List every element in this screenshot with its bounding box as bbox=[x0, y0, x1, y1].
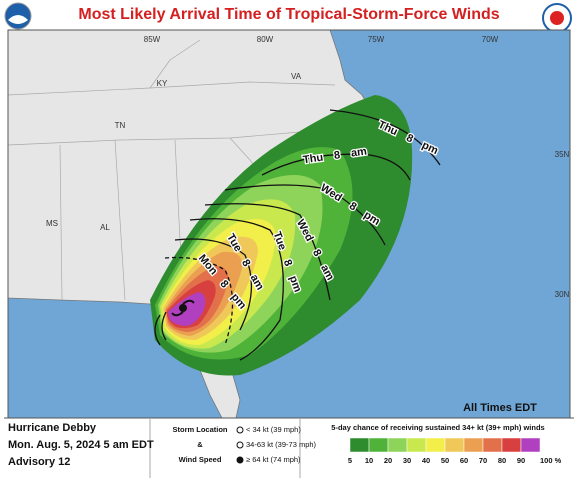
storm-symbol bbox=[171, 299, 195, 317]
longitude-label: 80W bbox=[257, 35, 274, 44]
state-label: KY bbox=[157, 79, 168, 88]
scale-swatch bbox=[520, 437, 541, 453]
state-label: TN bbox=[115, 121, 126, 130]
scale-label: 100 % bbox=[540, 456, 562, 465]
probability-shading bbox=[150, 95, 413, 376]
symbol-weak bbox=[236, 426, 244, 434]
latitude-label: 35N bbox=[555, 150, 570, 159]
symbol-label: ≥ 64 kt (74 mph) bbox=[246, 455, 301, 464]
scale-label: 5 bbox=[348, 456, 352, 465]
scale-swatch bbox=[482, 437, 503, 453]
storm-info: Mon. Aug. 5, 2024 5 am EDT bbox=[8, 439, 154, 451]
storm-info: Advisory 12 bbox=[8, 456, 70, 468]
scale-label: 90 bbox=[517, 456, 525, 465]
scale-label: 10 bbox=[365, 456, 373, 465]
symbol-label: 34-63 kt (39-73 mph) bbox=[246, 440, 317, 449]
scale-label: 30 bbox=[403, 456, 411, 465]
storm-info: Hurricane Debby bbox=[8, 422, 97, 434]
map bbox=[7, 29, 570, 419]
scale-label: 80 bbox=[498, 456, 506, 465]
symbol-hurricane bbox=[236, 456, 244, 464]
symbol-title: & bbox=[197, 440, 203, 449]
longitude-label: 85W bbox=[144, 35, 161, 44]
scale-swatch bbox=[444, 437, 465, 453]
longitude-label: 70W bbox=[482, 35, 499, 44]
scale-label: 40 bbox=[422, 456, 430, 465]
legend bbox=[4, 417, 574, 478]
noaa-logo bbox=[4, 2, 32, 30]
scale-swatch bbox=[387, 437, 408, 453]
scale-label: 50 bbox=[441, 456, 449, 465]
scale-label: 20 bbox=[384, 456, 392, 465]
state-label: AL bbox=[100, 223, 110, 232]
symbol-label: < 34 kt (39 mph) bbox=[246, 425, 301, 434]
state-label: MS bbox=[46, 219, 58, 228]
symbol-title: Storm Location bbox=[172, 425, 227, 434]
scale-swatch bbox=[425, 437, 446, 453]
times-note: All Times EDT bbox=[463, 402, 537, 414]
scale-swatch bbox=[406, 437, 427, 453]
longitude-label: 75W bbox=[368, 35, 385, 44]
title: Most Likely Arrival Time of Tropical-Sto… bbox=[78, 6, 499, 23]
nws-logo bbox=[542, 3, 572, 33]
symbol-title: Wind Speed bbox=[179, 455, 222, 464]
latitude-label: 30N bbox=[555, 290, 570, 299]
scale-label: 60 bbox=[460, 456, 468, 465]
scale-title: 5-day chance of receiving sustained 34+ … bbox=[331, 423, 544, 432]
scale-swatch bbox=[463, 437, 484, 453]
symbol-storm bbox=[236, 441, 244, 449]
arrival-isochrones bbox=[154, 109, 441, 361]
state-label: VA bbox=[291, 72, 302, 81]
scale-label: 70 bbox=[479, 456, 487, 465]
scale-swatch bbox=[349, 437, 370, 453]
scale-swatch bbox=[368, 437, 389, 453]
scale-swatch bbox=[501, 437, 522, 453]
